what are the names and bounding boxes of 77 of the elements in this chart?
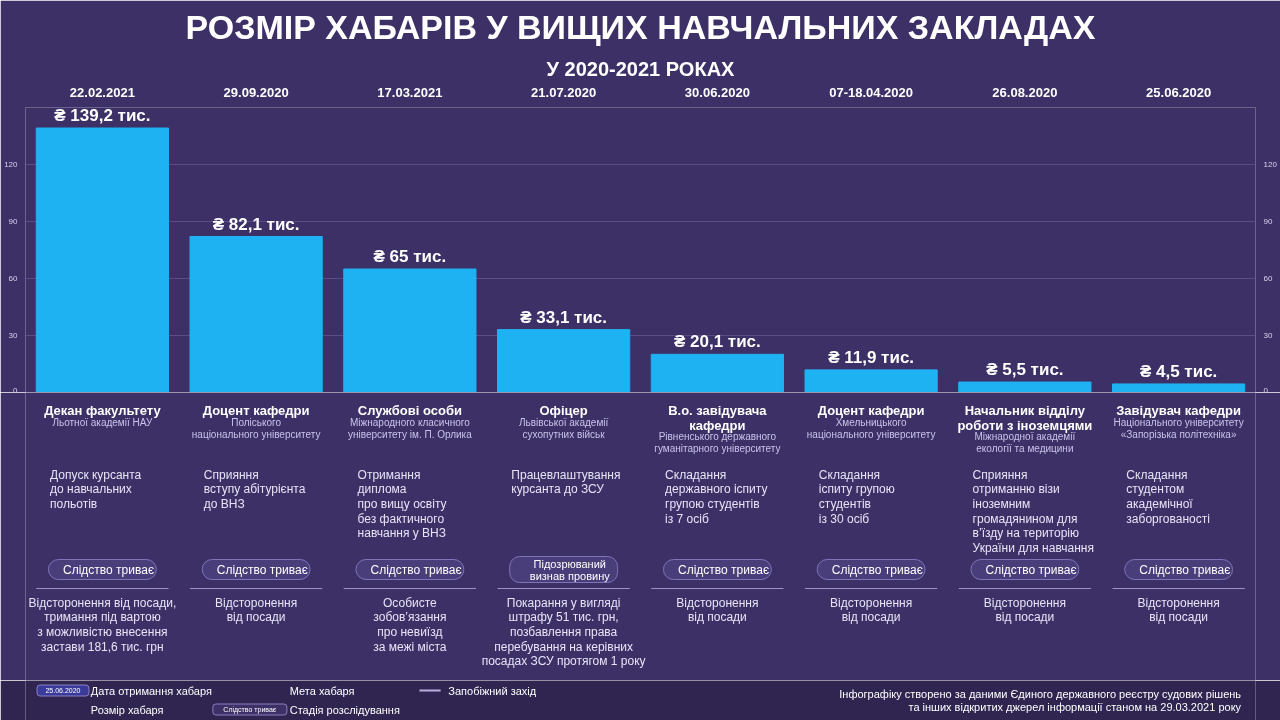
text: Складання державного іспиту групою студентів із 7 осіб (665, 467, 768, 526)
data-label: ₴ 65 тис. (373, 247, 447, 266)
text: Складання іспиту групою студентів із 30 осіб (818, 467, 895, 526)
text: Національного університету «Запорізька політехніка» (1113, 416, 1244, 440)
text: Слідство триває (216, 562, 308, 577)
text: Слідство триває (831, 562, 923, 577)
x-tick-label: 21.07.2020 (531, 84, 597, 100)
chart-subtitle: У 2020-2021 РОКАХ (546, 57, 736, 80)
data-label: ₴ 4,5 тис. (1139, 361, 1218, 381)
text: Відсторонення від посади (676, 595, 759, 625)
text: Складання студентом академічної заборгованості (1126, 467, 1210, 526)
data-label: ₴ 20,1 тис. (673, 332, 761, 352)
x-tick-label: 29.09.2020 (223, 84, 289, 100)
x-tick-label: 25.06.2020 (1146, 84, 1212, 100)
text: Слідство триває (370, 562, 462, 577)
x-tick-label: 17.03.2021 (377, 84, 443, 100)
text: Особисте зобов’язання про невиїзд за межі міста (373, 595, 447, 654)
y-tick-label: 120 (4, 160, 19, 169)
y-tick-label: 0 (13, 385, 19, 395)
text: Відсторонення від посади (983, 595, 1066, 625)
text: Стадія розслідування (289, 703, 400, 716)
text: Слідство триває (1139, 562, 1231, 577)
text: Відсторонення від посади, тримання під вартою з можливістю внесення застави 181,6 тис. грн (28, 595, 177, 654)
bar (35, 127, 169, 392)
text: Мета хабаря (289, 684, 355, 697)
y-tick-label: 90 (8, 217, 19, 226)
text: Доцент кафедри (817, 402, 925, 418)
text: Слідство триває (678, 562, 770, 577)
y-tick-label: 30 (8, 331, 19, 340)
text: Слідство триває (985, 562, 1077, 577)
y2-tick-label: 30 (1263, 331, 1273, 340)
bar (1112, 383, 1246, 392)
text: Слідство триває (63, 562, 155, 577)
text: Львівської академії сухопутних військ (518, 416, 609, 440)
text: Завідувач кафедри (1116, 402, 1242, 418)
text: Льотної академії НАУ (52, 416, 153, 428)
x-tick-label: 07-18.04.2020 (829, 84, 914, 100)
text: Сприяння отриманню візи іноземним громадянином для в’їзду на територію України для навчання (972, 467, 1094, 555)
text: Відсторонення від посади (215, 595, 298, 625)
text: Запобіжний захід (448, 684, 537, 697)
text: Дата отримання хабаря (90, 684, 212, 697)
data-label: ₴ 139,2 тис. (54, 106, 151, 126)
text: Інфографіку створено за даними Єдиного державного реєстру судових рішень та інших відкритих джерел інформації станом на 29.03.2021 року (839, 687, 1242, 714)
data-label: ₴ 11,9 тис. (828, 347, 915, 367)
text: Декан факультету (44, 402, 162, 418)
text: Доцент кафедри (202, 402, 310, 418)
text: Відсторонення від посади (830, 595, 913, 625)
y2-tick-label: 60 (1263, 274, 1273, 283)
bar (497, 329, 631, 392)
bar (650, 353, 784, 392)
x-tick-label: 26.08.2020 (992, 84, 1058, 100)
text: Офіцер (539, 402, 588, 418)
bar (958, 381, 1092, 392)
text: Сприяння вступу абітурієнта до ВНЗ (203, 467, 306, 511)
chart-title: РОЗМІР ХАБАРІВ У ВИЩИХ НАВЧАЛЬНИХ ЗАКЛАДАХ (185, 7, 1096, 46)
text: Начальник відділу роботи з іноземцями (957, 402, 1093, 434)
bar (189, 236, 323, 392)
x-tick-label: 22.02.2021 (69, 84, 135, 100)
bar (804, 369, 938, 392)
y-tick-label: 60 (8, 274, 19, 283)
text: Міжнародного класичного університету ім. П. Орлика (347, 416, 473, 440)
bar (343, 268, 477, 392)
text: Допуск курсанта до навчальних польотів (50, 467, 142, 511)
y2-tick-label: 90 (1263, 217, 1273, 226)
text: Відсторонення від посади (1137, 595, 1220, 625)
data-label: ₴ 82,1 тис. (212, 214, 300, 234)
text: Отримання диплома про вищу освіту без фактичного навчання у ВНЗ (357, 467, 447, 541)
text: Розмір хабаря (90, 703, 164, 716)
x-tick-label: 30.06.2020 (684, 84, 750, 100)
y2-tick-label: 0 (1263, 385, 1269, 395)
text: Покарання у вигляді штрафу 51 тис. грн, позбавлення права перебування на керівних посадах ЗСУ протягом 1 року (481, 595, 646, 669)
text: Працевлаштування курсанта до ЗСУ (511, 467, 621, 497)
text: Службові особи (357, 402, 462, 418)
data-label: ₴ 33,1 тис. (520, 307, 608, 327)
data-label: ₴ 5,5 тис. (986, 360, 1064, 380)
text: Підозрюваний визнав провину (529, 557, 611, 582)
y2-tick-label: 120 (1263, 160, 1278, 169)
